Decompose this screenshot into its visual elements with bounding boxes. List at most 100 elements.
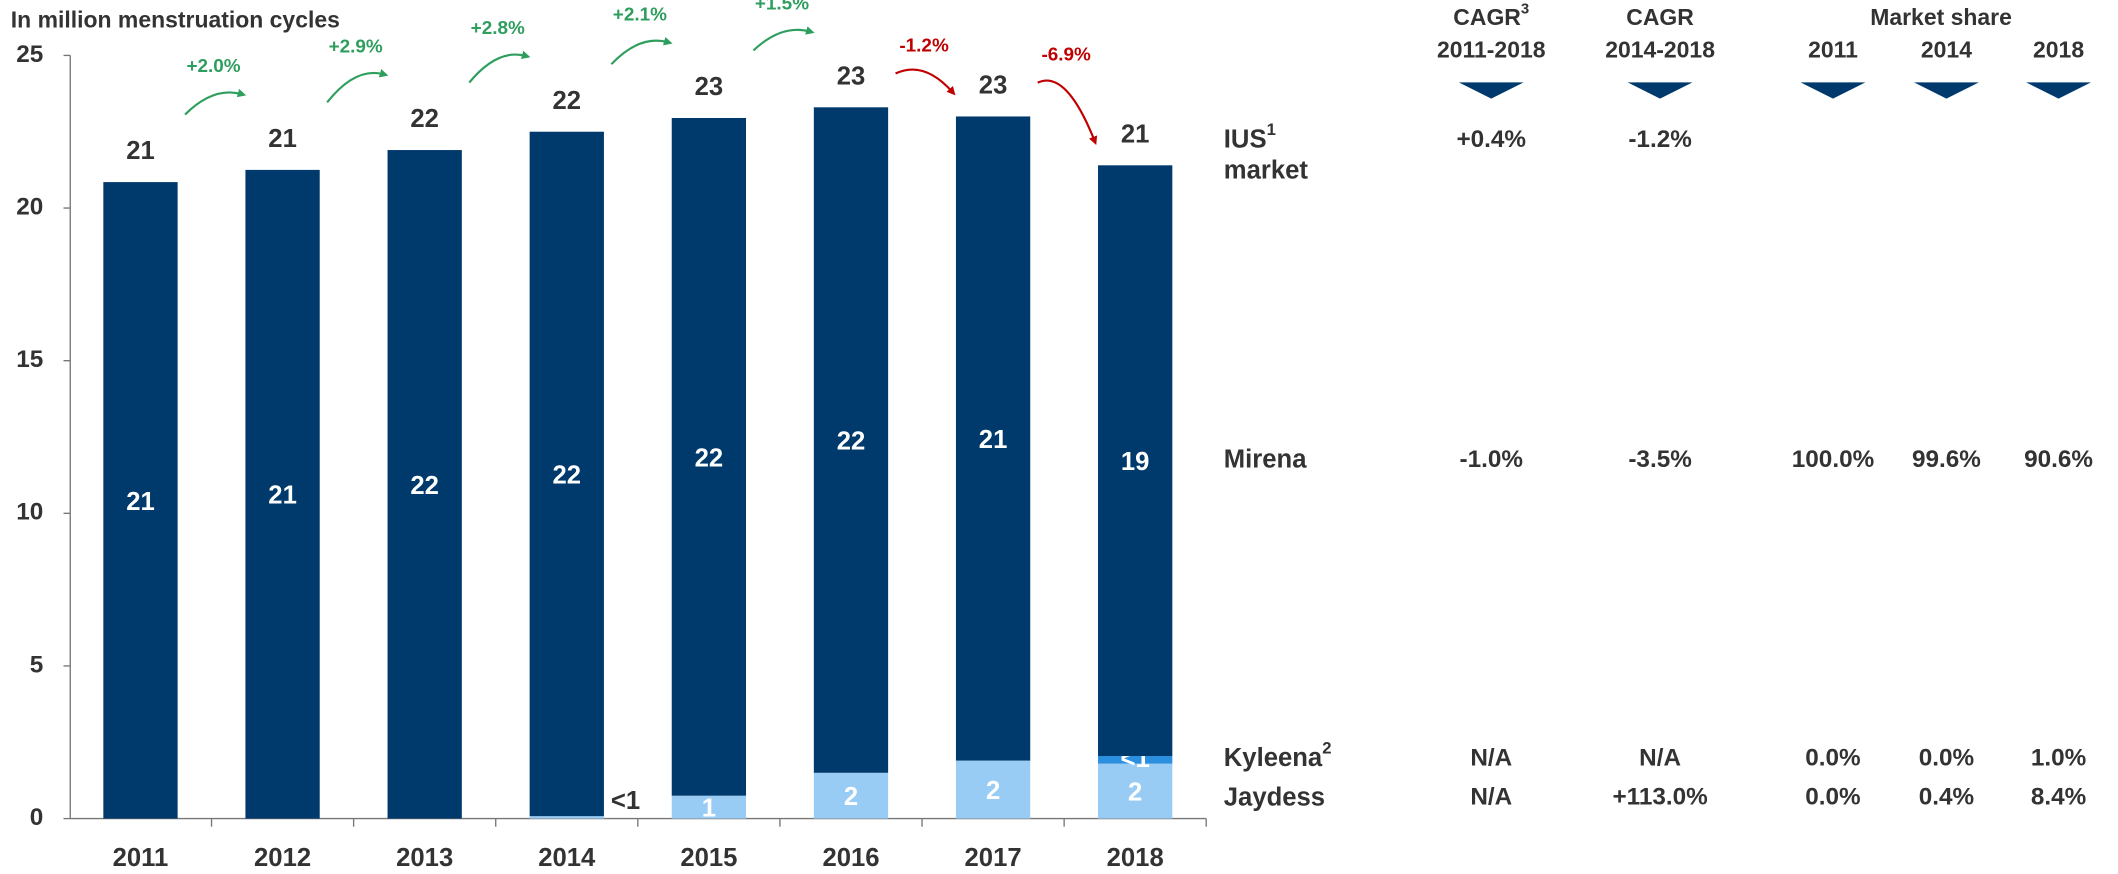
growth-arrow	[468, 50, 531, 84]
row-label: Jaydess	[1224, 783, 1325, 811]
bar-segment	[1098, 756, 1173, 764]
chart-title: In million menstruation cycles	[11, 7, 340, 33]
y-tick-label: 0	[30, 804, 44, 831]
bar-segment	[529, 131, 604, 817]
growth-label: +1.5%	[755, 0, 809, 15]
column-header: CAGR3	[1453, 0, 1529, 30]
bar-segment	[1098, 763, 1173, 819]
x-tick-label: 2014	[538, 844, 596, 872]
x-tick-label: 2018	[1107, 844, 1164, 872]
total-label: 22	[410, 105, 439, 133]
table-cell: N/A	[1470, 784, 1512, 811]
row-label: Kyleena2	[1224, 739, 1332, 772]
value-label: 1	[702, 795, 716, 823]
value-label: 2	[844, 783, 858, 811]
growth-arrow	[610, 37, 673, 65]
table-cell: +113.0%	[1612, 784, 1707, 811]
value-label: 2	[986, 777, 1000, 805]
bar-segment	[671, 795, 747, 819]
header-wedge	[1800, 82, 1866, 99]
growth-arrow	[1037, 79, 1098, 146]
total-label: 23	[837, 62, 866, 90]
growth-label: +2.0%	[186, 56, 240, 77]
row-label-text: IUS	[1224, 125, 1267, 153]
y-tick-label: 15	[16, 346, 43, 373]
value-label: 21	[979, 426, 1008, 454]
row-label-line: market	[1224, 156, 1309, 184]
total-label: 22	[553, 87, 582, 115]
row-label: Mirena	[1224, 445, 1307, 473]
column-subheader: 2018	[2033, 36, 2084, 62]
row-label-text: Mirena	[1224, 445, 1307, 473]
table-cell: +0.4%	[1456, 126, 1526, 153]
y-tick-label: 20	[16, 193, 43, 220]
table-cell: 0.0%	[1805, 745, 1860, 772]
bar-segment	[245, 169, 320, 819]
value-label: 22	[410, 472, 439, 500]
table-cell: -3.5%	[1628, 446, 1691, 473]
x-tick-label: 2013	[396, 844, 453, 872]
superscript: 3	[1521, 0, 1529, 17]
superscript: 1	[1267, 120, 1276, 139]
y-tick-label: 25	[16, 41, 43, 68]
bar-segment	[955, 116, 1031, 761]
growth-label: +2.9%	[329, 36, 383, 57]
total-label: 21	[126, 137, 155, 165]
x-tick-label: 2011	[113, 844, 169, 872]
growth-label: +2.1%	[613, 4, 667, 25]
total-label: 21	[1121, 120, 1150, 148]
y-tick-label: 10	[16, 499, 43, 526]
total-label: 21	[268, 125, 297, 153]
superscript: 2	[1322, 739, 1331, 758]
column-header-text: CAGR	[1626, 4, 1694, 30]
growth-label: +2.8%	[471, 18, 525, 39]
value-label: 19	[1121, 448, 1150, 476]
table-cell: 8.4%	[2031, 784, 2086, 811]
value-label: <1	[611, 787, 640, 815]
value-label: 22	[553, 461, 582, 489]
header-wedge	[1458, 82, 1524, 99]
column-subheader: 2014	[1921, 36, 1972, 62]
bar-segment	[387, 150, 462, 819]
value-label: 2	[1128, 779, 1142, 807]
x-tick-label: 2017	[965, 844, 1022, 872]
total-label: 23	[979, 72, 1008, 100]
x-tick-label: 2016	[822, 844, 879, 872]
table-cell: 90.6%	[2024, 446, 2093, 473]
table-cell: -1.0%	[1460, 446, 1523, 473]
growth-arrow	[895, 68, 956, 96]
table-cell: 99.6%	[1912, 446, 1981, 473]
column-subheader: 2011-2018	[1437, 36, 1546, 62]
column-header: CAGR	[1626, 4, 1694, 30]
group-header: Market share	[1870, 4, 2012, 30]
growth-label: -1.2%	[899, 36, 949, 57]
header-wedge	[1914, 82, 1979, 99]
y-tick-label: 5	[30, 651, 44, 678]
bar-segment	[813, 107, 889, 773]
total-label: 23	[695, 73, 724, 101]
value-label: 22	[695, 444, 724, 472]
header-wedge	[1627, 82, 1693, 99]
growth-arrow	[326, 69, 389, 104]
table-cell: 100.0%	[1792, 446, 1874, 473]
row-label-text: Kyleena	[1224, 744, 1323, 772]
bar-segment	[813, 772, 889, 819]
growth-arrow	[752, 26, 815, 52]
table-cell: 0.0%	[1919, 745, 1974, 772]
bar-segment	[103, 182, 178, 819]
value-label: 21	[268, 482, 297, 510]
table-cell: 1.0%	[2031, 745, 2086, 772]
column-subheader: 2011	[1808, 36, 1858, 62]
table-cell: N/A	[1639, 745, 1681, 772]
row-label-text: Jaydess	[1224, 783, 1325, 811]
bar-segment	[671, 117, 747, 796]
column-header-text: CAGR	[1453, 4, 1521, 30]
value-label: 21	[126, 488, 155, 516]
growth-label: -6.9%	[1041, 45, 1091, 66]
bar-segment	[1098, 165, 1173, 757]
table-cell: N/A	[1470, 745, 1512, 772]
x-tick-label: 2015	[680, 844, 737, 872]
bar-segment	[529, 816, 604, 819]
bar-segment	[955, 760, 1031, 819]
